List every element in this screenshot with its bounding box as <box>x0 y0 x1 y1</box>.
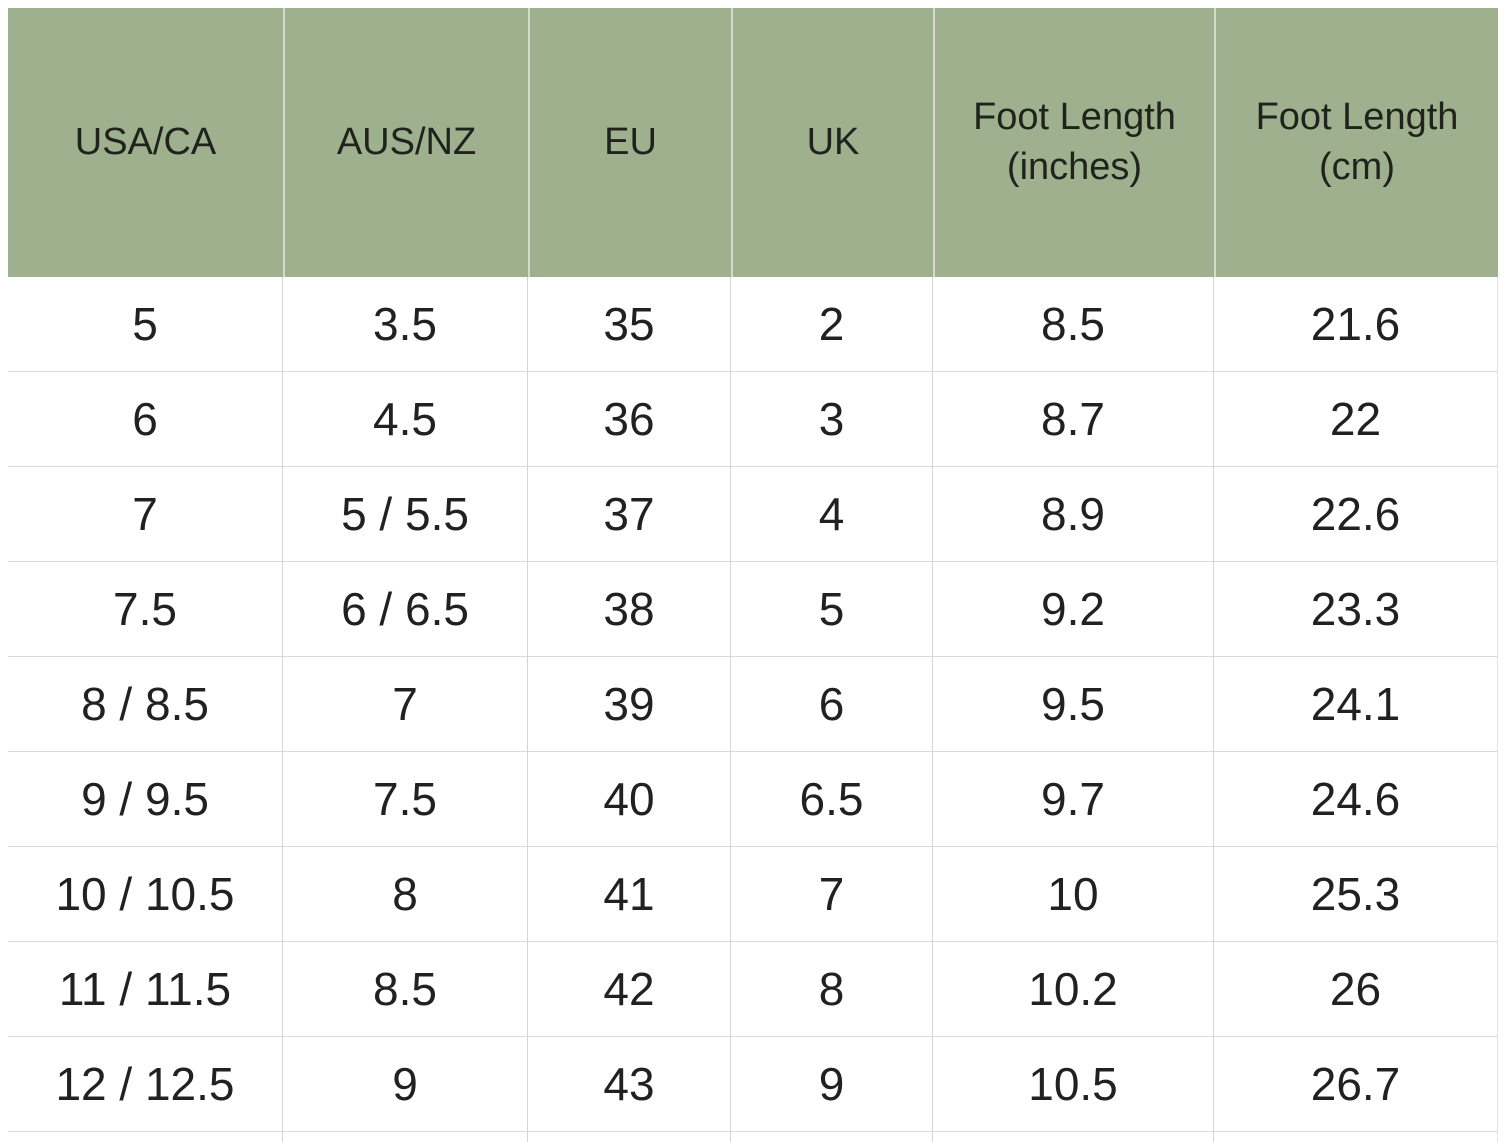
table-cell-foot-inches: 9.7 <box>933 752 1214 846</box>
table-cell-aus-nz: 7 <box>283 657 528 751</box>
table-cell-empty <box>1214 1132 1498 1142</box>
table-cell-foot-inches: 10.5 <box>933 1037 1214 1131</box>
table-cell-uk: 5 <box>731 562 933 656</box>
table-cell-uk: 6.5 <box>731 752 933 846</box>
table-cell-foot-inches: 8.7 <box>933 372 1214 466</box>
table-cell-usa-ca: 10 / 10.5 <box>8 847 283 941</box>
table-cell-eu: 40 <box>528 752 731 846</box>
table-cell-foot-inches: 10 <box>933 847 1214 941</box>
table-cell-foot-cm: 23.3 <box>1214 562 1498 656</box>
table-cell-eu: 37 <box>528 467 731 561</box>
table-cell-uk: 3 <box>731 372 933 466</box>
table-cell-foot-cm: 25.3 <box>1214 847 1498 941</box>
table-cell-foot-cm: 22.6 <box>1214 467 1498 561</box>
table-cell-empty <box>528 1132 731 1142</box>
table-cell-foot-cm: 24.6 <box>1214 752 1498 846</box>
table-cell-empty <box>283 1132 528 1142</box>
column-header-eu: EU <box>528 8 731 277</box>
table-cell-foot-cm: 26.7 <box>1214 1037 1498 1131</box>
table-row: 9 / 9.5 7.5 40 6.5 9.7 24.6 <box>8 752 1498 847</box>
size-conversion-table: USA/CA AUS/NZ EU UK Foot Length (inches)… <box>8 8 1498 1142</box>
table-cell-aus-nz: 5 / 5.5 <box>283 467 528 561</box>
table-cell-eu: 42 <box>528 942 731 1036</box>
table-row-partial <box>8 1132 1498 1142</box>
table-cell-uk: 6 <box>731 657 933 751</box>
column-header-aus-nz: AUS/NZ <box>283 8 528 277</box>
table-cell-eu: 38 <box>528 562 731 656</box>
table-row: 7.5 6 / 6.5 38 5 9.2 23.3 <box>8 562 1498 657</box>
table-cell-foot-cm: 21.6 <box>1214 277 1498 371</box>
table-cell-aus-nz: 8.5 <box>283 942 528 1036</box>
table-row: 12 / 12.5 9 43 9 10.5 26.7 <box>8 1037 1498 1132</box>
table-row: 8 / 8.5 7 39 6 9.5 24.1 <box>8 657 1498 752</box>
table-row: 10 / 10.5 8 41 7 10 25.3 <box>8 847 1498 942</box>
table-cell-aus-nz: 8 <box>283 847 528 941</box>
table-cell-usa-ca: 9 / 9.5 <box>8 752 283 846</box>
table-cell-foot-inches: 8.5 <box>933 277 1214 371</box>
table-cell-foot-cm: 26 <box>1214 942 1498 1036</box>
table-cell-uk: 4 <box>731 467 933 561</box>
table-cell-foot-cm: 22 <box>1214 372 1498 466</box>
table-cell-aus-nz: 7.5 <box>283 752 528 846</box>
table-header-row: USA/CA AUS/NZ EU UK Foot Length (inches)… <box>8 8 1498 277</box>
table-cell-aus-nz: 3.5 <box>283 277 528 371</box>
column-header-foot-inches: Foot Length (inches) <box>933 8 1214 277</box>
table-cell-usa-ca: 12 / 12.5 <box>8 1037 283 1131</box>
column-header-uk: UK <box>731 8 933 277</box>
table-cell-foot-cm: 24.1 <box>1214 657 1498 751</box>
table-cell-empty <box>8 1132 283 1142</box>
table-cell-foot-inches: 9.5 <box>933 657 1214 751</box>
table-cell-eu: 36 <box>528 372 731 466</box>
column-header-usa-ca: USA/CA <box>74 120 217 163</box>
table-row: 5 3.5 35 2 8.5 21.6 <box>8 277 1498 372</box>
table-cell-foot-inches: 10.2 <box>933 942 1214 1036</box>
table-cell-usa-ca: 8 / 8.5 <box>8 657 283 751</box>
table-cell-aus-nz: 9 <box>283 1037 528 1131</box>
column-header-foot-cm: Foot Length (cm) <box>1214 8 1498 277</box>
table-cell-usa-ca: 7.5 <box>8 562 283 656</box>
table-cell-eu: 41 <box>528 847 731 941</box>
table-cell-empty <box>731 1132 933 1142</box>
table-cell-uk: 7 <box>731 847 933 941</box>
table-cell-aus-nz: 4.5 <box>283 372 528 466</box>
table-cell-usa-ca: 6 <box>8 372 283 466</box>
table-row: 6 4.5 36 3 8.7 22 <box>8 372 1498 467</box>
table-cell-uk: 2 <box>731 277 933 371</box>
table-cell-foot-inches: 8.9 <box>933 467 1214 561</box>
table-cell-aus-nz: 6 / 6.5 <box>283 562 528 656</box>
table-cell-usa-ca: 7 <box>8 467 283 561</box>
table-cell-uk: 8 <box>731 942 933 1036</box>
table-cell-usa-ca: 5 <box>8 277 283 371</box>
table-cell-eu: 39 <box>528 657 731 751</box>
table-cell-uk: 9 <box>731 1037 933 1131</box>
table-cell-usa-ca: 11 / 11.5 <box>8 942 283 1036</box>
table-cell-eu: 35 <box>528 277 731 371</box>
table-row: 11 / 11.5 8.5 42 8 10.2 26 <box>8 942 1498 1037</box>
table-row: 7 5 / 5.5 37 4 8.9 22.6 <box>8 467 1498 562</box>
table-cell-eu: 43 <box>528 1037 731 1131</box>
table-cell-empty <box>933 1132 1214 1142</box>
table-cell-foot-inches: 9.2 <box>933 562 1214 656</box>
